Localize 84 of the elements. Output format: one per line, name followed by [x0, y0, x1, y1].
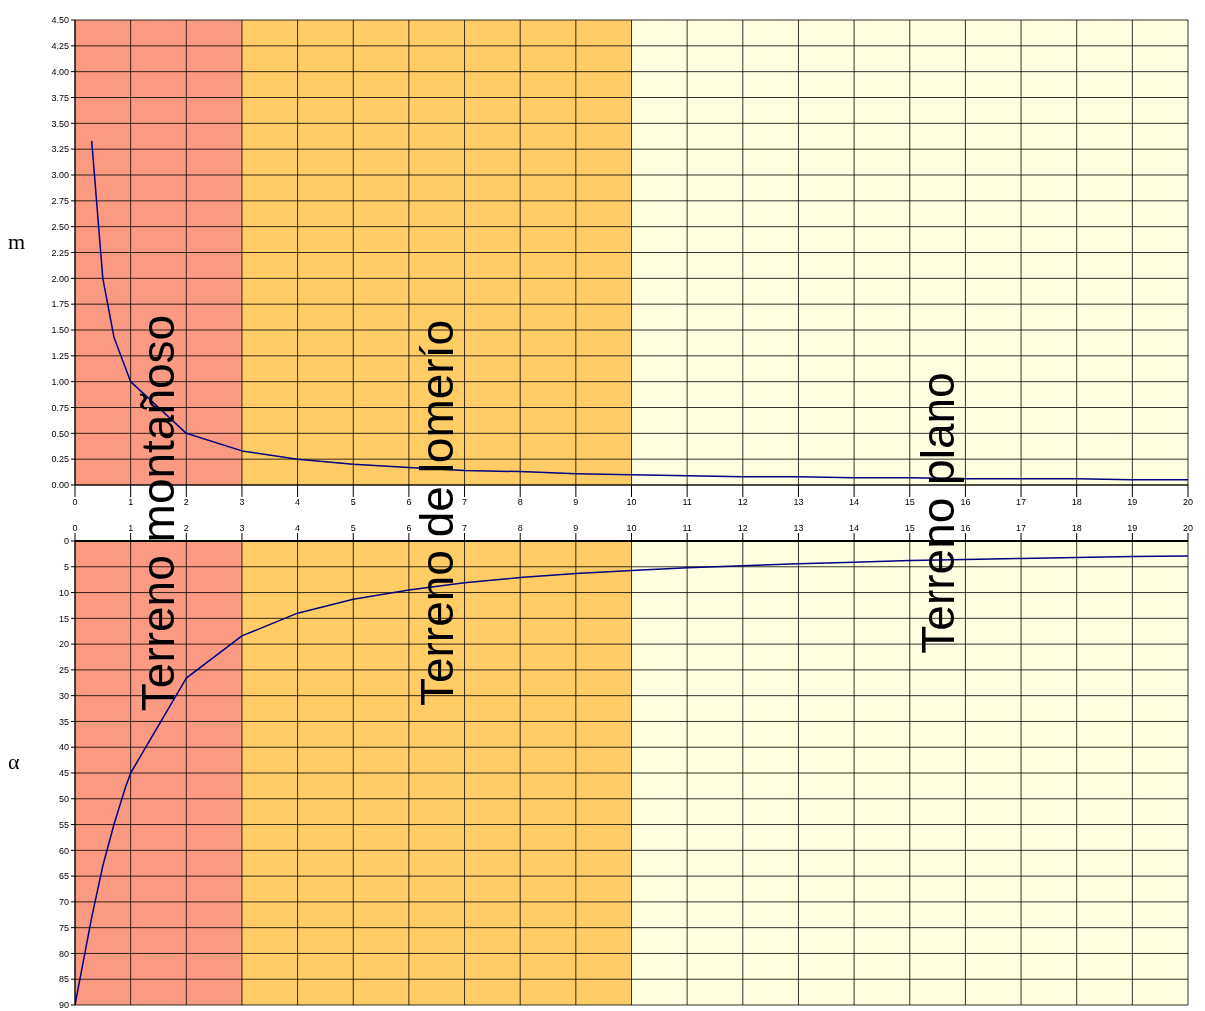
- x-tick-label: 1: [128, 523, 134, 533]
- x-tick-label: 0: [72, 497, 78, 508]
- x-tick-label: 16: [960, 523, 971, 533]
- x-tick-label: 9: [573, 523, 579, 533]
- y-tick-label: 55: [58, 819, 69, 830]
- x-tick-label: 5: [350, 497, 356, 508]
- x-tick-label: 7: [462, 523, 468, 533]
- x-tick-label: 17: [1016, 497, 1027, 508]
- x-tick-label: 14: [849, 497, 860, 508]
- y-tick-label: 75: [58, 922, 69, 933]
- y-tick-label: 20: [58, 639, 69, 650]
- y-tick-label: 45: [58, 768, 69, 779]
- y-tick-label: 10: [58, 587, 69, 598]
- y-tick-label: 60: [58, 845, 69, 856]
- x-tick-label: 12: [737, 497, 748, 508]
- x-tick-label: 14: [849, 523, 860, 533]
- x-tick-label: 10: [626, 497, 637, 508]
- x-tick-label: 17: [1016, 523, 1027, 533]
- y-tick-label: 3.00: [51, 170, 69, 181]
- x-tick-label: 9: [573, 497, 579, 508]
- x-tick-label: 16: [960, 497, 971, 508]
- y-tick-label: 2.75: [51, 196, 69, 207]
- x-tick-label: 13: [793, 497, 804, 508]
- x-tick-label: 15: [904, 497, 915, 508]
- x-tick-label: 4: [295, 523, 301, 533]
- x-tick-label: 6: [406, 497, 412, 508]
- y-tick-label: 1.50: [51, 325, 69, 336]
- y-tick-label: 35: [58, 716, 69, 727]
- y-tick-label: 3.75: [51, 92, 69, 103]
- x-tick-label: 15: [904, 523, 915, 533]
- y-tick-label: 50: [58, 793, 69, 804]
- y-tick-label: 4.50: [51, 15, 69, 26]
- y-tick-label: 4.00: [51, 66, 69, 77]
- y-axis-title: m: [8, 228, 26, 255]
- y-tick-label: 15: [58, 613, 69, 624]
- y-tick-label: 30: [58, 690, 69, 701]
- y-tick-label: 40: [58, 742, 69, 753]
- y-tick-label: 1.00: [51, 376, 69, 387]
- x-tick-label: 10: [626, 523, 637, 533]
- x-tick-label: 4: [295, 497, 301, 508]
- y-tick-label: 80: [58, 948, 69, 959]
- y-tick-label: 90: [58, 1000, 69, 1011]
- x-tick-label: 7: [462, 497, 468, 508]
- y-tick-label: 5: [63, 561, 69, 572]
- band-label: Terreno de lomerío: [410, 319, 463, 707]
- x-tick-label: 2: [183, 523, 189, 533]
- x-tick-label: 20: [1182, 497, 1194, 508]
- y-tick-label: 3.50: [51, 118, 69, 129]
- y-tick-label: 70: [58, 897, 69, 908]
- x-tick-label: 13: [793, 523, 804, 533]
- y-tick-label: 65: [58, 871, 69, 882]
- y-tick-label: 1.25: [51, 351, 69, 362]
- x-tick-label: 18: [1071, 497, 1082, 508]
- x-tick-label: 18: [1071, 523, 1082, 533]
- x-tick-label: 0: [72, 523, 78, 533]
- y-axis-title: α: [8, 749, 20, 775]
- y-tick-label: 2.50: [51, 221, 69, 232]
- x-tick-label: 2: [183, 497, 189, 508]
- x-tick-label: 20: [1182, 523, 1194, 533]
- y-tick-label: 25: [58, 665, 69, 676]
- x-tick-label: 8: [517, 497, 523, 508]
- x-tick-label: 6: [406, 523, 412, 533]
- x-tick-label: 11: [682, 497, 692, 508]
- y-tick-label: 2.25: [51, 247, 69, 258]
- x-tick-label: 12: [737, 523, 748, 533]
- y-tick-label: 0: [63, 536, 69, 547]
- x-tick-label: 1: [128, 497, 134, 508]
- y-tick-label: 0.75: [51, 402, 69, 413]
- x-tick-label: 11: [682, 523, 692, 533]
- y-tick-label: 3.25: [51, 144, 69, 155]
- x-tick-label: 19: [1127, 523, 1138, 533]
- x-tick-label: 8: [517, 523, 523, 533]
- x-tick-label: 19: [1127, 497, 1138, 508]
- y-tick-label: 1.75: [51, 299, 69, 310]
- x-tick-label: 3: [239, 523, 245, 533]
- y-tick-label: 0.25: [51, 454, 69, 465]
- y-tick-label: 4.25: [51, 41, 69, 52]
- x-tick-label: 5: [350, 523, 356, 533]
- y-tick-label: 2.00: [51, 273, 69, 284]
- y-tick-label: 85: [58, 974, 69, 985]
- y-tick-label: 0.50: [51, 428, 69, 439]
- band-label: Terreno montañoso: [132, 314, 185, 712]
- x-tick-label: 3: [239, 497, 245, 508]
- y-tick-label: 0.00: [51, 480, 69, 491]
